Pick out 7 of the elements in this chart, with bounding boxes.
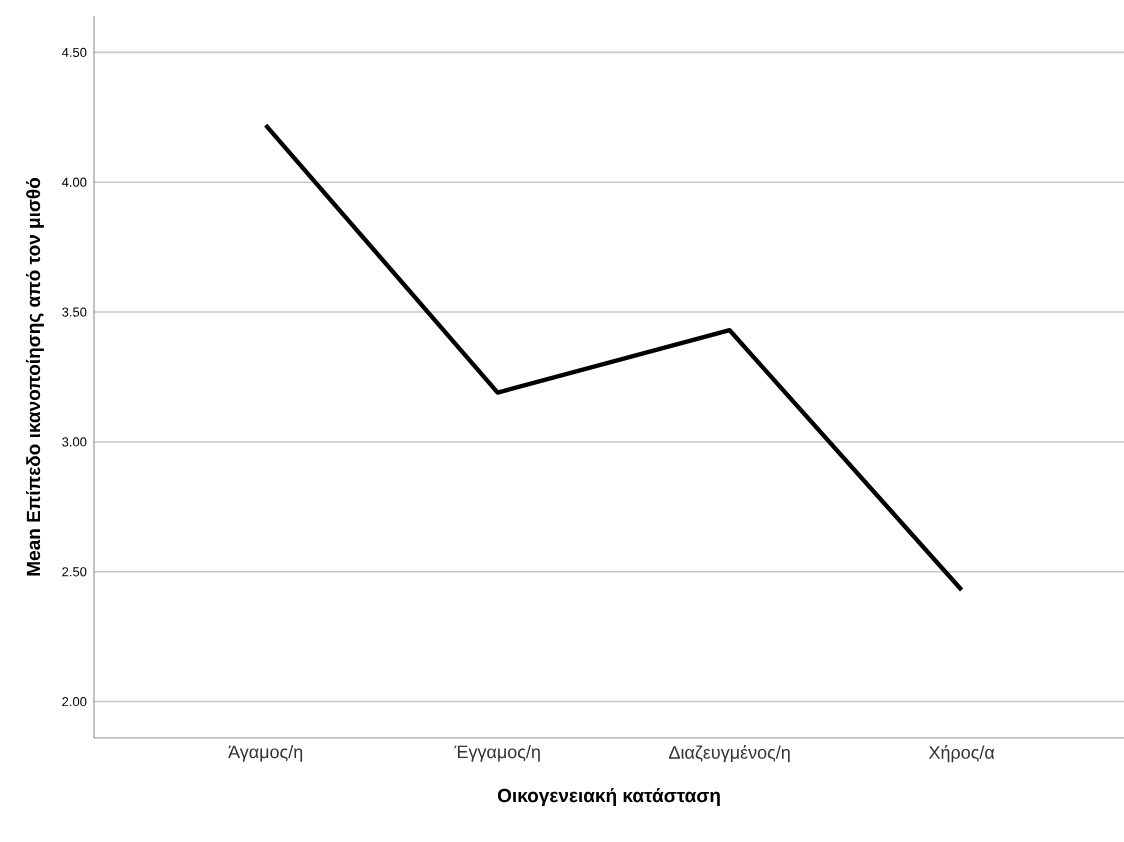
x-tick-label: Άγαμος/η	[228, 745, 303, 762]
y-axis-title: Mean Επίπεδο ικανοποίησης από τον μισθό	[25, 177, 44, 576]
x-tick-label: Έγγαμος/η	[454, 745, 540, 762]
x-tick-label: Χήρος/α	[928, 745, 995, 763]
x-axis-title: Οικογενειακή κατάσταση	[497, 788, 720, 807]
line-series	[263, 122, 964, 593]
x-tick-label: Διαζευγμένος/η	[669, 745, 790, 763]
